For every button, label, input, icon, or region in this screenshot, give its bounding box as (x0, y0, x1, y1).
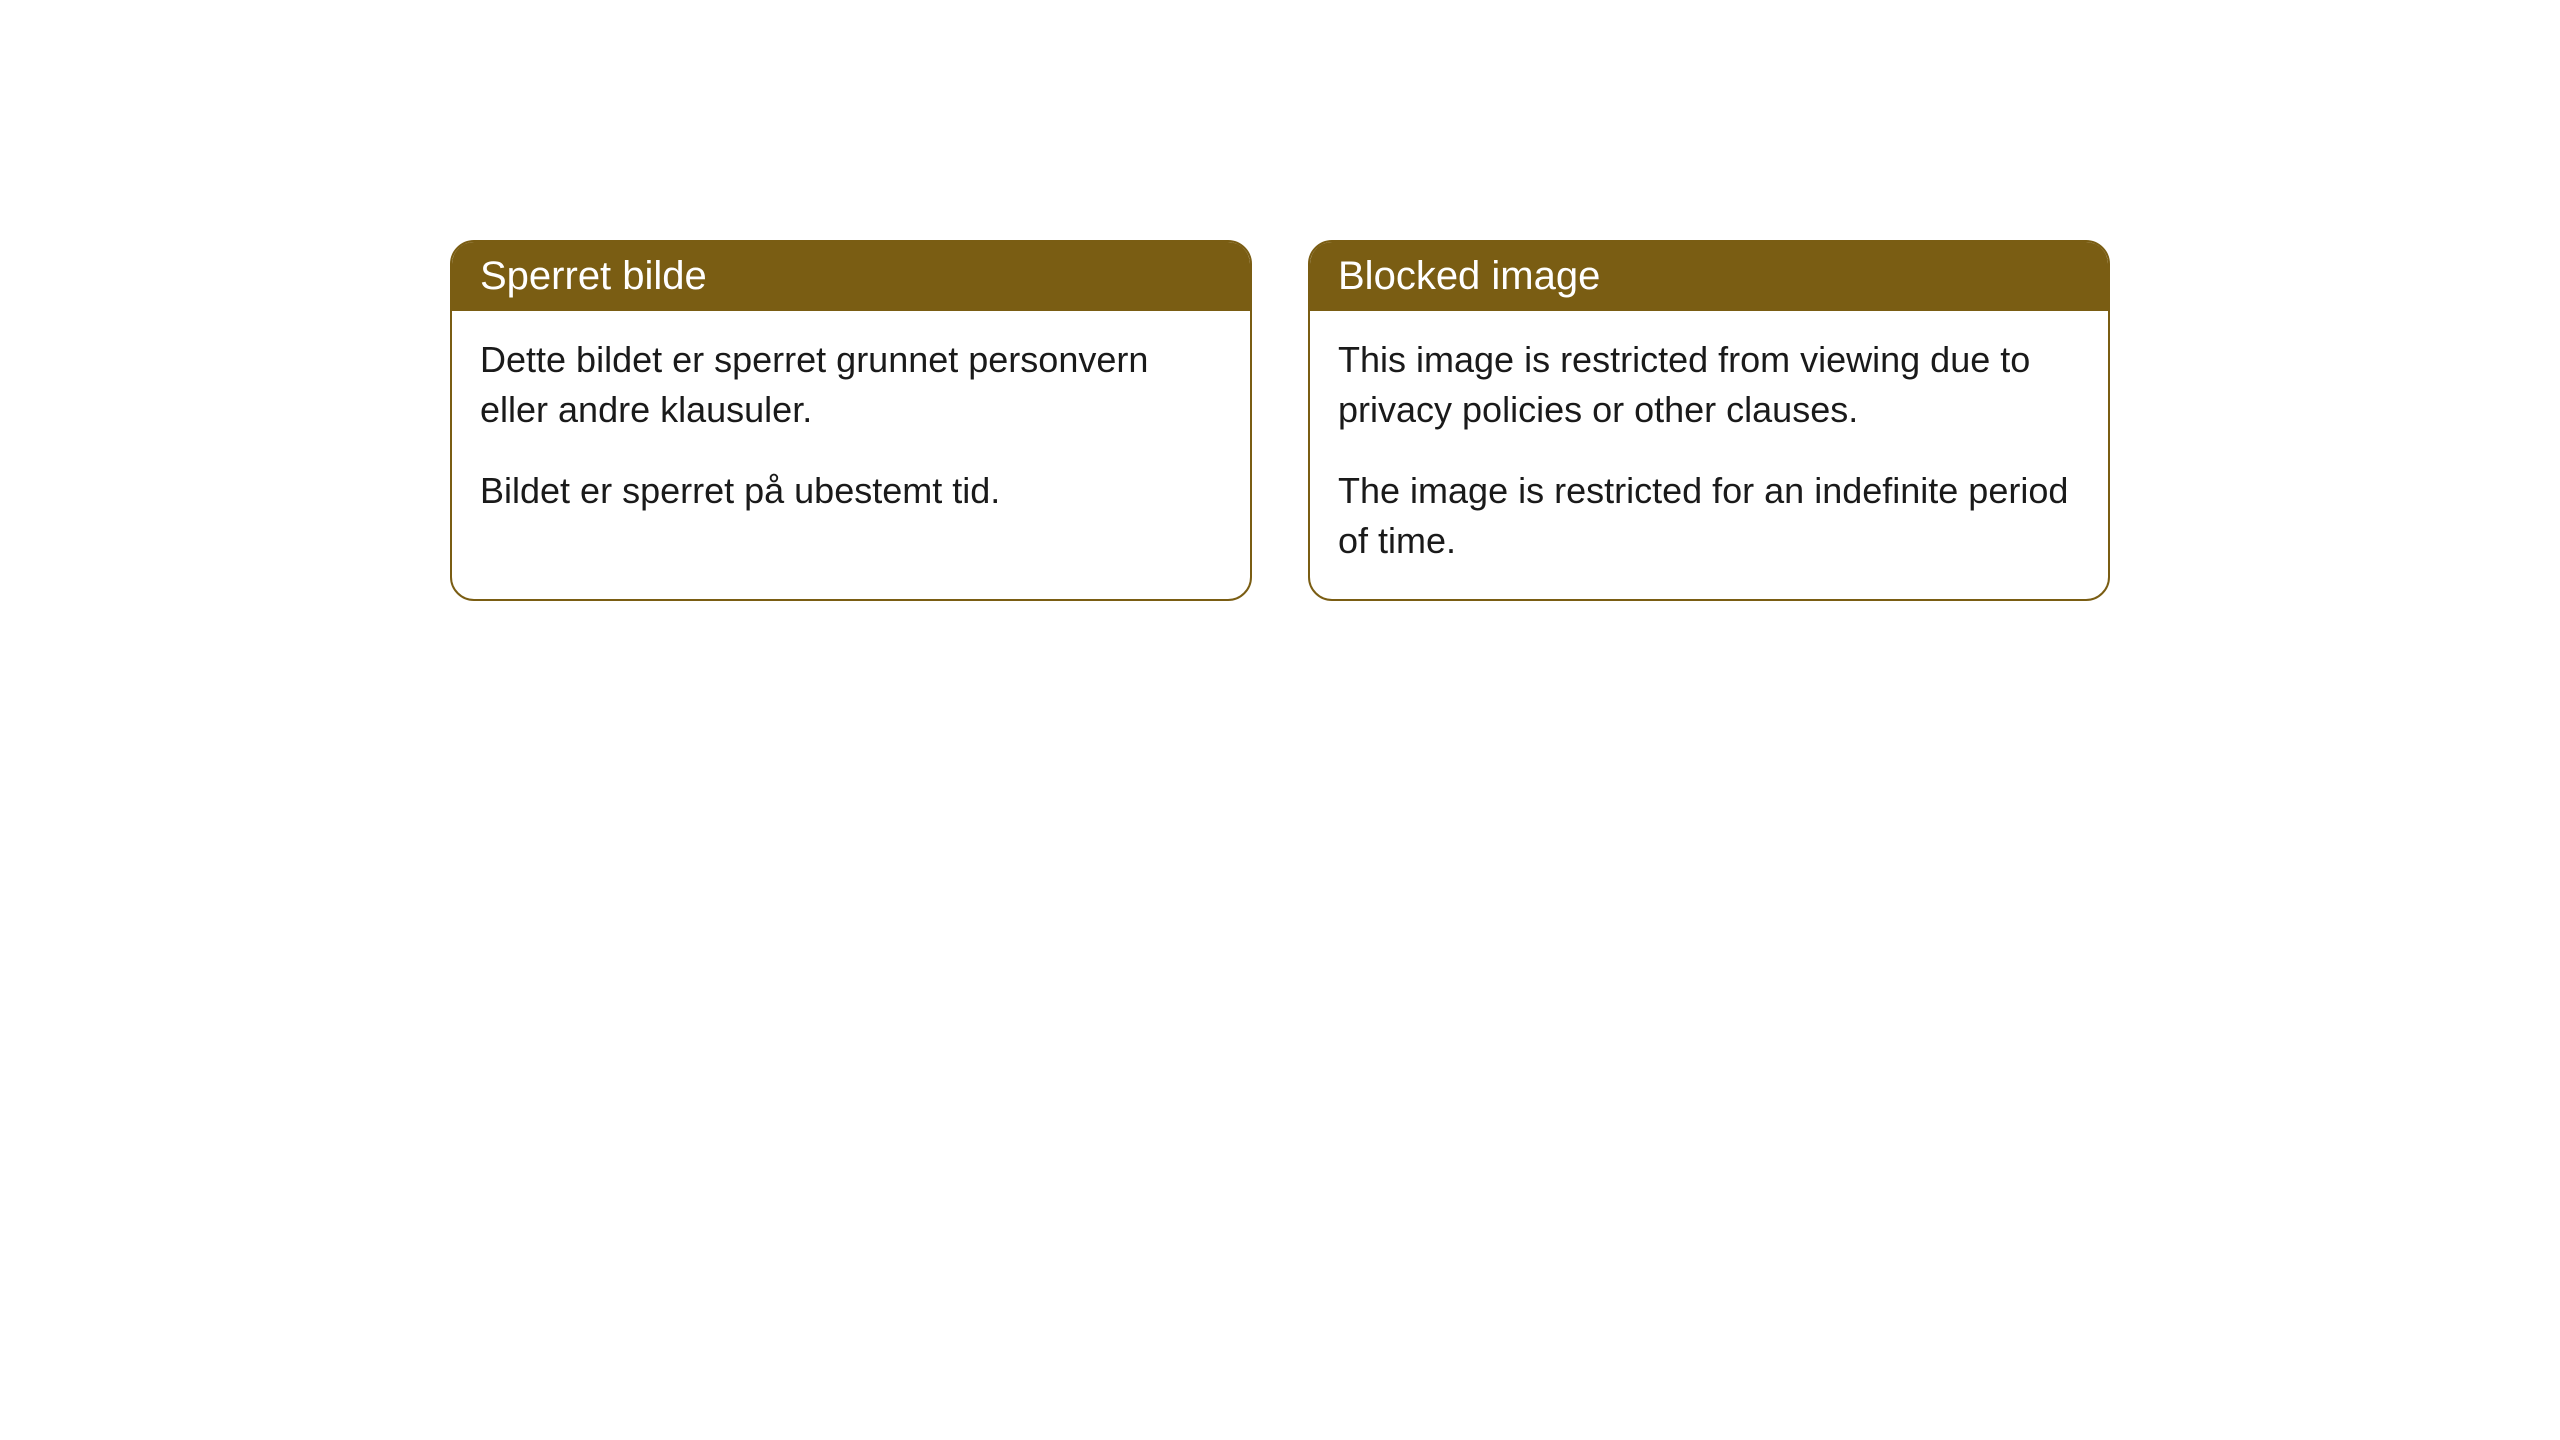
card-paragraph: Dette bildet er sperret grunnet personve… (480, 335, 1222, 436)
card-header: Blocked image (1310, 242, 2108, 311)
card-title: Blocked image (1338, 254, 1600, 298)
card-body: This image is restricted from viewing du… (1310, 311, 2108, 599)
notice-cards-container: Sperret bilde Dette bildet er sperret gr… (450, 240, 2560, 601)
card-body: Dette bildet er sperret grunnet personve… (452, 311, 1250, 548)
card-title: Sperret bilde (480, 254, 707, 298)
notice-card-english: Blocked image This image is restricted f… (1308, 240, 2110, 601)
card-paragraph: This image is restricted from viewing du… (1338, 335, 2080, 436)
card-header: Sperret bilde (452, 242, 1250, 311)
notice-card-norwegian: Sperret bilde Dette bildet er sperret gr… (450, 240, 1252, 601)
card-paragraph: The image is restricted for an indefinit… (1338, 466, 2080, 567)
card-paragraph: Bildet er sperret på ubestemt tid. (480, 466, 1222, 516)
